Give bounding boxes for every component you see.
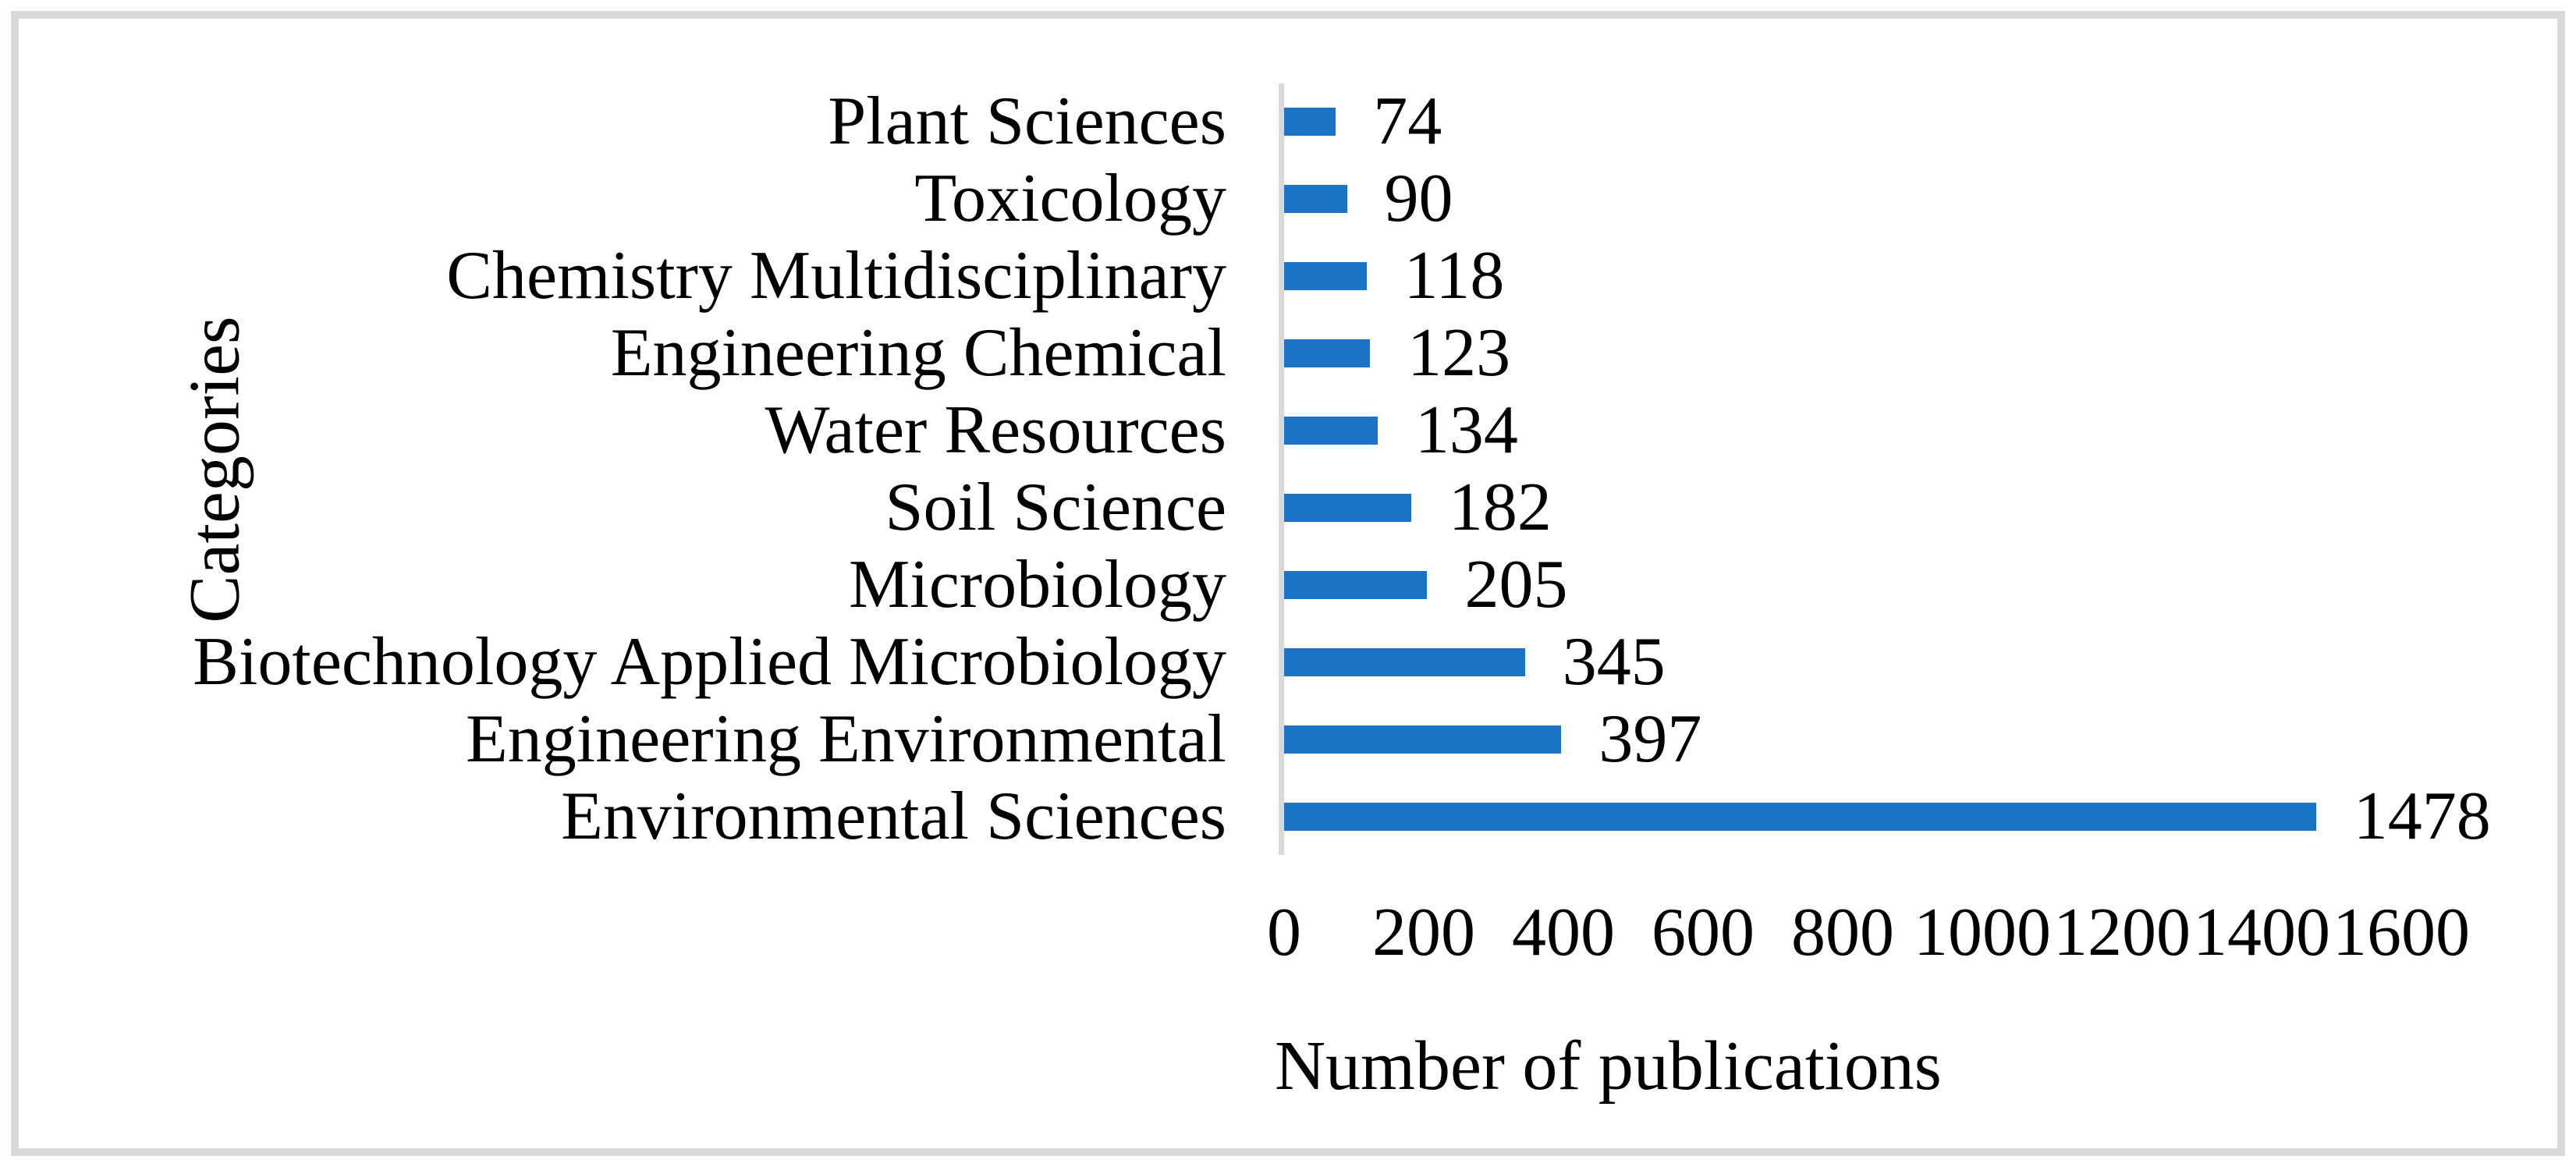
category-label: Toxicology: [914, 161, 1226, 237]
x-tick-label: 400: [1512, 895, 1615, 970]
category-label: Plant Sciences: [828, 83, 1226, 160]
category-label: Chemistry Multidisciplinary: [446, 238, 1226, 314]
bar: [1284, 493, 1411, 522]
value-label: 134: [1414, 392, 1518, 469]
category-labels: Plant Sciences Toxicology Chemistry Multid…: [156, 83, 1226, 855]
value-label: 1478: [2353, 778, 2491, 854]
bar-row: 1478: [1284, 778, 2491, 855]
value-label: 182: [1448, 469, 1552, 545]
x-tick-label: 800: [1791, 895, 1894, 970]
x-axis-title: Number of publications: [1275, 1027, 1942, 1105]
x-tick-label: 200: [1372, 895, 1475, 970]
category-label: Water Resources: [765, 392, 1226, 469]
value-label: 90: [1384, 161, 1453, 237]
category-label: Engineering Chemical: [610, 315, 1226, 392]
x-tick-label: 1400: [2193, 895, 2330, 970]
y-axis-line: [1279, 83, 1284, 855]
bar: [1284, 725, 1562, 754]
category-label: Biotechnology Applied Microbiology: [193, 623, 1226, 700]
bar-row: 182: [1284, 470, 2401, 547]
bar: [1284, 570, 1428, 599]
value-label: 118: [1403, 238, 1505, 314]
category-label: Microbiology: [849, 546, 1226, 623]
category-label: Engineering Environmental: [465, 701, 1226, 777]
bar: [1284, 262, 1367, 291]
bar: [1284, 802, 2316, 831]
x-tick-label: 600: [1652, 895, 1755, 970]
bar: [1284, 185, 1347, 214]
bar-row: 397: [1284, 701, 2401, 778]
bar-rows: 74 90 118 123 134 182 205 345 397 1478: [1284, 83, 2491, 855]
bar-row: 118: [1284, 238, 2401, 315]
category-label: Soil Science: [885, 469, 1226, 545]
x-tick-label: 1000: [1914, 895, 2051, 970]
bar-row: 134: [1284, 392, 2401, 470]
bar: [1284, 108, 1336, 137]
x-tick-label: 0: [1267, 895, 1301, 970]
value-label: 345: [1562, 623, 1666, 700]
x-axis-ticks: 0 200 400 600 800 1000 1200 1400 1600: [1267, 895, 2470, 984]
value-label: 205: [1464, 546, 1568, 623]
bar-row: 123: [1284, 315, 2401, 392]
value-label: 397: [1598, 701, 1702, 777]
value-label: 123: [1407, 315, 1511, 392]
bar-row: 74: [1284, 83, 2401, 161]
x-tick-label: 1200: [2053, 895, 2191, 970]
value-label: 74: [1373, 83, 1442, 160]
bar-row: 90: [1284, 161, 2401, 238]
bar-row: 345: [1284, 623, 2401, 701]
bar: [1284, 339, 1371, 368]
bar: [1284, 417, 1378, 445]
category-label: Environmental Sciences: [561, 778, 1226, 854]
x-tick-label: 1600: [2333, 895, 2470, 970]
bar: [1284, 647, 1525, 676]
bar-row: 205: [1284, 546, 2401, 623]
